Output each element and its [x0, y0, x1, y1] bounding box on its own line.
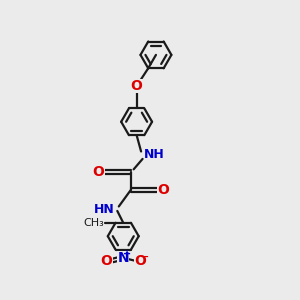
Text: O: O: [157, 183, 169, 197]
Text: N: N: [117, 251, 129, 265]
Text: HN: HN: [94, 203, 114, 216]
Text: O: O: [131, 79, 142, 93]
Text: O: O: [134, 254, 146, 268]
Text: +: +: [123, 249, 131, 259]
Text: −: −: [140, 252, 149, 262]
Text: CH₃: CH₃: [83, 218, 104, 228]
Text: O: O: [100, 254, 112, 268]
Text: NH: NH: [144, 148, 165, 161]
Text: O: O: [93, 165, 104, 179]
